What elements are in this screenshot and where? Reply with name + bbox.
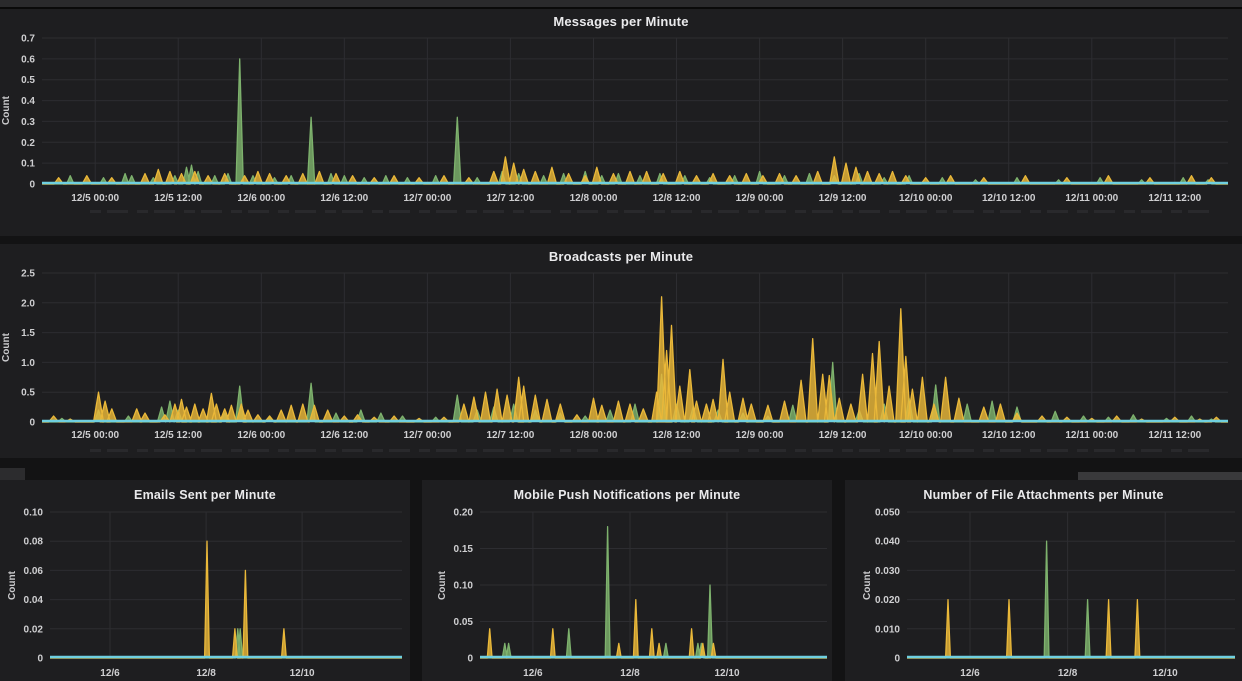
x-tick-label: 12/5 00:00: [71, 193, 119, 204]
x-tick-label: 12/9 12:00: [819, 193, 867, 204]
emails-chart[interactable]: 12/6 12/8 12/10 0 0.02 0.04 0.06 0.08 0.10: [0, 480, 410, 681]
y-tick-label: 0.10: [24, 508, 44, 519]
panel-messages-per-minute: Messages per Minute Count 12/5 00:00 12/5…: [0, 9, 1242, 236]
x-tick-label: 12/10: [714, 668, 739, 679]
y-tick-label: 0.04: [24, 595, 44, 606]
x-tick-label: 12/9 00:00: [736, 430, 784, 441]
x-tick-label: 12/7 00:00: [403, 193, 451, 204]
x-tick-label: 12/10 12:00: [982, 430, 1036, 441]
x-tick-label: 12/7 12:00: [486, 430, 534, 441]
y-tick-label: 2.0: [21, 298, 35, 309]
panel-emails-sent-per-minute: Emails Sent per Minute Count 12/6 12/8 12/…: [0, 480, 410, 681]
legend-row-dim: [90, 210, 1212, 213]
x-tick-label: 12/9 12:00: [819, 430, 867, 441]
y-tick-label: 0.06: [24, 566, 44, 577]
series-green: [50, 628, 402, 659]
x-tick-label: 12/7 12:00: [486, 193, 534, 204]
y-tick-label: 0.20: [454, 508, 474, 519]
corner-block: [0, 468, 25, 482]
panel-title[interactable]: Number of File Attachments per Minute: [923, 488, 1164, 502]
x-tick-label: 12/8: [196, 668, 216, 679]
panel-file-attachments-per-minute: Number of File Attachments per Minute Co…: [845, 480, 1242, 681]
mobile-push-chart[interactable]: 12/6 12/8 12/10 0 0.05 0.10 0.15 0.20: [422, 480, 832, 681]
y-tick-label: 2.5: [21, 269, 35, 280]
x-tick-label: 12/7 00:00: [403, 430, 451, 441]
panel-title[interactable]: Broadcasts per Minute: [548, 249, 694, 264]
y-tick-label: 0: [37, 654, 43, 665]
x-tick-label: 12/8 00:00: [570, 430, 618, 441]
panel-gap: [0, 236, 1242, 244]
x-tick-label: 12/8 12:00: [653, 193, 701, 204]
x-tick-label: 12/8 00:00: [570, 193, 618, 204]
y-tick-label: 0.3: [21, 117, 35, 128]
x-tick-label: 12/11 00:00: [1065, 193, 1118, 204]
x-tick-label: 12/10: [290, 668, 315, 679]
series-green: [480, 525, 827, 659]
y-tick-label: 0.7: [21, 34, 35, 45]
x-tick-label: 12/10: [1153, 668, 1178, 679]
y-tick-label: 0: [467, 654, 473, 665]
panel-title[interactable]: Emails Sent per Minute: [134, 488, 276, 502]
y-tick-label: 0.040: [875, 537, 900, 548]
series-yellow: [42, 156, 1228, 185]
series-yellow: [42, 296, 1228, 423]
panel-gap: [0, 458, 1242, 480]
x-tick-label: 12/5 00:00: [71, 430, 119, 441]
y-tick-label: 0.5: [21, 388, 35, 399]
x-tick-label: 12/11 12:00: [1148, 193, 1201, 204]
y-tick-label: 0.5: [21, 75, 35, 86]
panel-broadcasts-per-minute: Broadcasts per Minute Count 12/5 00:00 12…: [0, 244, 1242, 458]
series-yellow: [480, 598, 827, 659]
y-tick-label: 0.4: [21, 96, 35, 107]
x-tick-label: 12/6 12:00: [320, 193, 368, 204]
legend-row-dim: [90, 449, 1212, 452]
x-tick-label: 12/5 12:00: [154, 193, 202, 204]
x-tick-label: 12/6 00:00: [237, 430, 285, 441]
y-tick-label: 0.2: [21, 138, 35, 149]
x-tick-label: 12/9 00:00: [736, 193, 784, 204]
x-tick-label: 12/8 12:00: [653, 430, 701, 441]
x-tick-label: 12/8: [1058, 668, 1078, 679]
y-tick-label: 1.5: [21, 328, 35, 339]
x-tick-label: 12/10 00:00: [899, 430, 953, 441]
messages-chart[interactable]: 12/5 00:00 12/5 12:00 12/6 00:00 12/6 12:00…: [0, 9, 1242, 236]
panel-title[interactable]: Messages per Minute: [553, 14, 689, 29]
x-tick-label: 12/6 12:00: [320, 430, 368, 441]
x-tick-label: 12/5 12:00: [154, 430, 202, 441]
y-tick-label: 0.6: [21, 54, 35, 65]
y-tick-label: 0: [29, 180, 35, 191]
panel-title[interactable]: Mobile Push Notifications per Minute: [513, 488, 741, 502]
x-tick-label: 12/11 12:00: [1148, 430, 1201, 441]
y-tick-label: 0.010: [875, 624, 900, 635]
x-tick-label: 12/10 12:00: [982, 193, 1036, 204]
file-attachments-chart[interactable]: 12/6 12/8 12/10 0 0.010 0.020 0.030 0.040 0.050: [845, 480, 1242, 681]
y-tick-label: 0.08: [24, 537, 44, 548]
header-strip: [1078, 472, 1242, 481]
y-tick-label: 0.020: [875, 595, 900, 606]
x-tick-label: 12/8: [620, 668, 640, 679]
x-tick-label: 12/6: [100, 668, 120, 679]
y-tick-label: 0: [894, 654, 900, 665]
panel-mobile-push-notifications-per-minute: Mobile Push Notifications per Minute Cou…: [422, 480, 832, 681]
broadcasts-chart[interactable]: 12/5 00:00 12/5 12:00 12/6 00:00 12/6 12:00…: [0, 244, 1242, 458]
y-tick-label: 1.0: [21, 358, 35, 369]
y-tick-label: 0.15: [454, 544, 474, 555]
y-tick-label: 0.10: [454, 581, 474, 592]
x-tick-label: 12/11 00:00: [1065, 430, 1118, 441]
y-tick-label: 0.1: [21, 159, 35, 170]
x-tick-label: 12/10 00:00: [899, 193, 953, 204]
x-tick-label: 12/6: [960, 668, 980, 679]
x-tick-label: 12/6: [523, 668, 543, 679]
y-tick-label: 0.05: [454, 617, 474, 628]
y-tick-label: 0: [29, 418, 35, 429]
top-window-strip: [0, 0, 1242, 9]
y-tick-label: 0.02: [24, 624, 44, 635]
x-tick-label: 12/6 00:00: [237, 193, 285, 204]
y-tick-label: 0.050: [875, 508, 900, 519]
y-tick-label: 0.030: [875, 566, 900, 577]
